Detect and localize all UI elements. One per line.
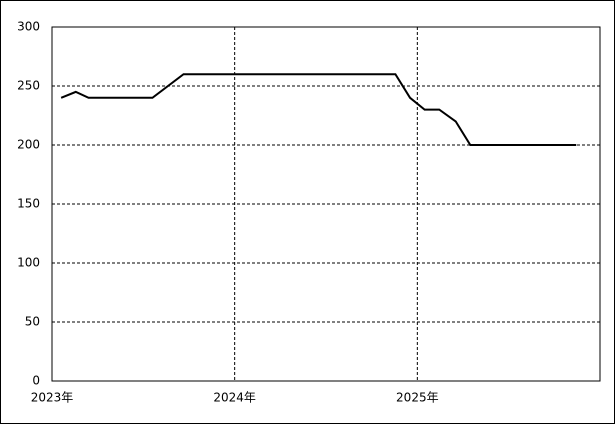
plot-frame (51, 26, 601, 382)
x-tick-label: 2025年 (396, 391, 439, 405)
y-tick-label: 50 (25, 315, 40, 329)
y-tick-label: 200 (17, 138, 40, 152)
y-tick-label: 100 (17, 256, 40, 270)
y-tick-label: 300 (17, 20, 40, 34)
y-tick-label: 0 (32, 374, 40, 388)
x-tick-label: 2023年 (31, 391, 74, 405)
y-tick-label: 250 (17, 79, 40, 93)
x-tick-label: 2024年 (213, 391, 256, 405)
y-tick-label: 150 (17, 197, 40, 211)
line (60, 73, 577, 146)
